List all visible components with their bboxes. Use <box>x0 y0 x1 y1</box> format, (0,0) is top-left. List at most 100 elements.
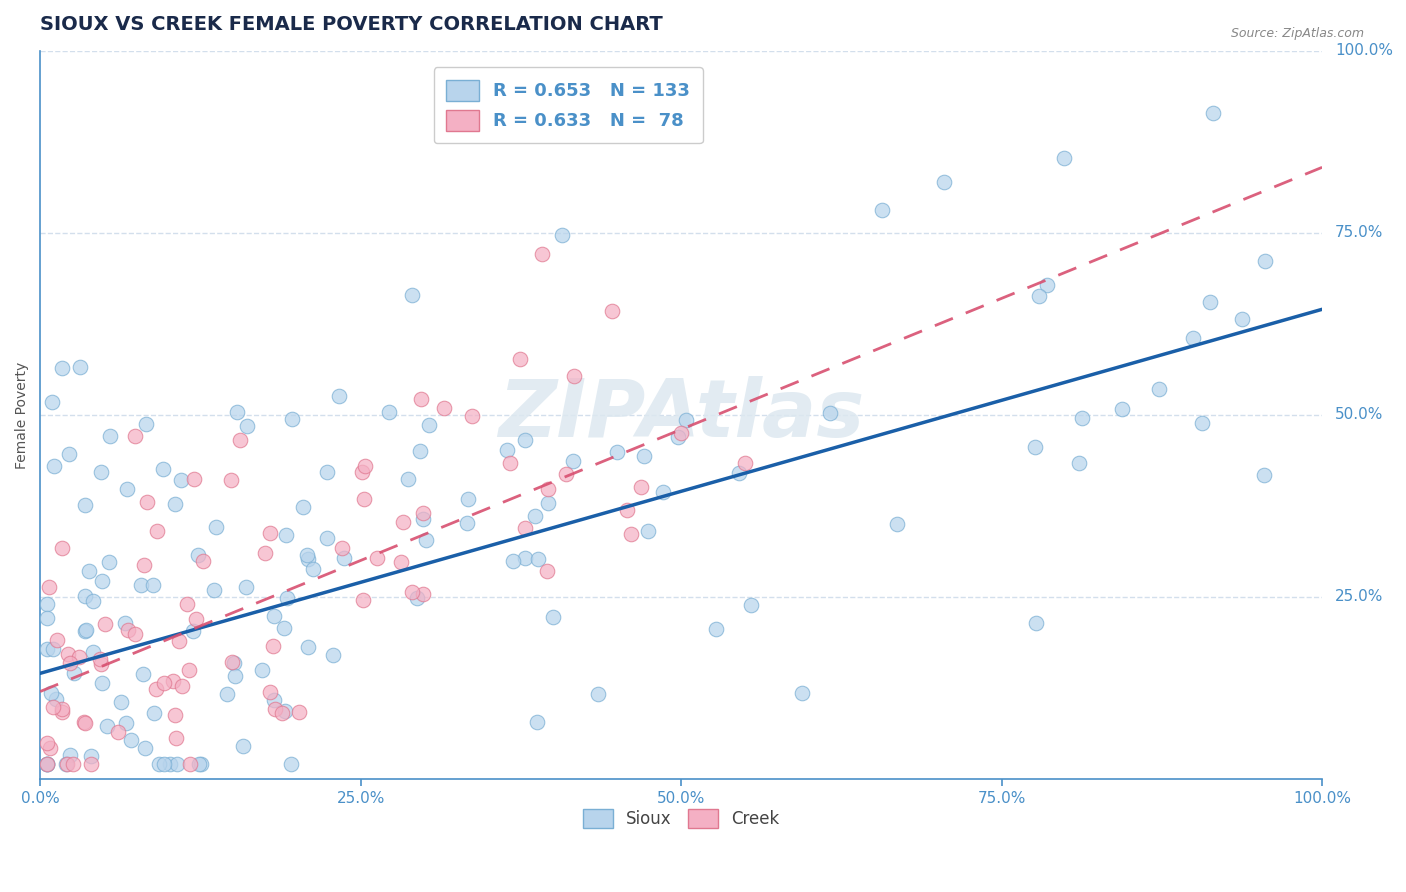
Point <box>69 360 91 375</box>
Point <box>146 524 169 539</box>
Point <box>354 458 377 473</box>
Point <box>148 757 170 772</box>
Point <box>562 369 585 384</box>
Point <box>45 633 67 648</box>
Point <box>90 657 112 671</box>
Text: 25.0%: 25.0% <box>1334 590 1384 605</box>
Point <box>671 425 693 440</box>
Point <box>73 715 96 730</box>
Point <box>526 715 548 730</box>
Point <box>412 506 434 520</box>
Point <box>162 674 184 689</box>
Point <box>333 551 356 566</box>
Point <box>35 598 58 612</box>
Point <box>97 555 120 569</box>
Point <box>457 492 479 507</box>
Point <box>792 686 814 700</box>
Point <box>1181 331 1204 345</box>
Point <box>536 482 558 496</box>
Point <box>630 480 652 494</box>
Point <box>259 526 281 541</box>
Text: 100.0%: 100.0% <box>1334 44 1393 58</box>
Point <box>513 550 536 565</box>
Point <box>35 757 58 772</box>
Point <box>460 409 482 423</box>
Point <box>96 719 118 733</box>
Point <box>433 401 456 415</box>
Point <box>51 541 73 556</box>
Point <box>727 467 749 481</box>
Point <box>550 227 572 242</box>
Point <box>415 533 437 547</box>
Point <box>165 731 187 745</box>
Point <box>620 527 643 541</box>
Point <box>499 456 522 470</box>
Point <box>35 736 58 750</box>
Point <box>129 577 152 591</box>
Point <box>80 749 103 764</box>
Text: ZIPAtlas: ZIPAtlas <box>498 376 865 454</box>
Point <box>152 757 174 772</box>
Point <box>562 454 585 468</box>
Point <box>633 449 655 463</box>
Point <box>1202 106 1225 120</box>
Point <box>524 509 547 524</box>
Y-axis label: Female Poverty: Female Poverty <box>15 361 30 468</box>
Point <box>818 405 841 419</box>
Point <box>352 593 374 607</box>
Point <box>41 642 63 657</box>
Point <box>82 594 104 608</box>
Point <box>531 247 554 261</box>
Point <box>1232 312 1254 326</box>
Point <box>131 666 153 681</box>
Point <box>508 351 530 366</box>
Point <box>270 706 292 721</box>
Point <box>232 739 254 753</box>
Point <box>252 663 274 677</box>
Point <box>145 682 167 697</box>
Point <box>41 395 63 409</box>
Point <box>288 706 311 720</box>
Point <box>59 747 82 762</box>
Point <box>263 608 285 623</box>
Point <box>82 645 104 659</box>
Point <box>90 465 112 479</box>
Point <box>205 520 228 534</box>
Point <box>295 548 318 562</box>
Point <box>409 444 432 458</box>
Point <box>276 591 298 606</box>
Point <box>73 715 96 730</box>
Point <box>406 591 429 605</box>
Point <box>652 485 675 500</box>
Point <box>401 288 423 302</box>
Point <box>541 610 564 624</box>
Point <box>253 546 276 560</box>
Point <box>280 412 302 426</box>
Point <box>350 465 373 479</box>
Point <box>107 725 129 739</box>
Point <box>328 389 350 403</box>
Point <box>110 695 132 709</box>
Point <box>186 611 208 625</box>
Point <box>412 512 434 526</box>
Point <box>236 419 259 434</box>
Point <box>73 624 96 638</box>
Point <box>456 516 478 531</box>
Point <box>315 532 337 546</box>
Point <box>167 634 190 648</box>
Point <box>79 565 101 579</box>
Point <box>409 392 432 406</box>
Point <box>224 668 246 682</box>
Point <box>159 757 181 772</box>
Point <box>602 304 624 318</box>
Point <box>75 590 97 604</box>
Point <box>1069 456 1091 470</box>
Point <box>62 665 84 680</box>
Point <box>91 675 114 690</box>
Point <box>401 584 423 599</box>
Point <box>115 482 138 496</box>
Point <box>117 624 139 638</box>
Point <box>67 650 90 665</box>
Point <box>734 457 756 471</box>
Point <box>39 686 62 700</box>
